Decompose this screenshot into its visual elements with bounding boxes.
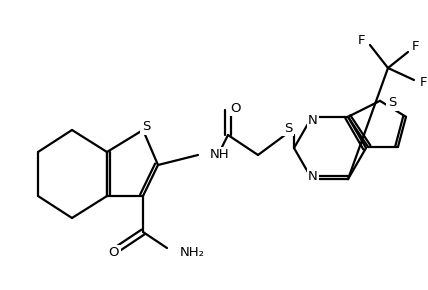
Text: F: F xyxy=(412,41,420,53)
Text: S: S xyxy=(284,122,292,135)
Text: NH: NH xyxy=(210,148,230,162)
Text: NH₂: NH₂ xyxy=(180,246,205,260)
Text: O: O xyxy=(231,102,241,115)
Text: S: S xyxy=(388,96,396,109)
Text: F: F xyxy=(420,77,428,90)
Text: N: N xyxy=(308,114,318,127)
Text: S: S xyxy=(142,121,150,133)
Text: N: N xyxy=(308,170,318,183)
Text: O: O xyxy=(109,246,119,260)
Text: F: F xyxy=(358,35,366,48)
